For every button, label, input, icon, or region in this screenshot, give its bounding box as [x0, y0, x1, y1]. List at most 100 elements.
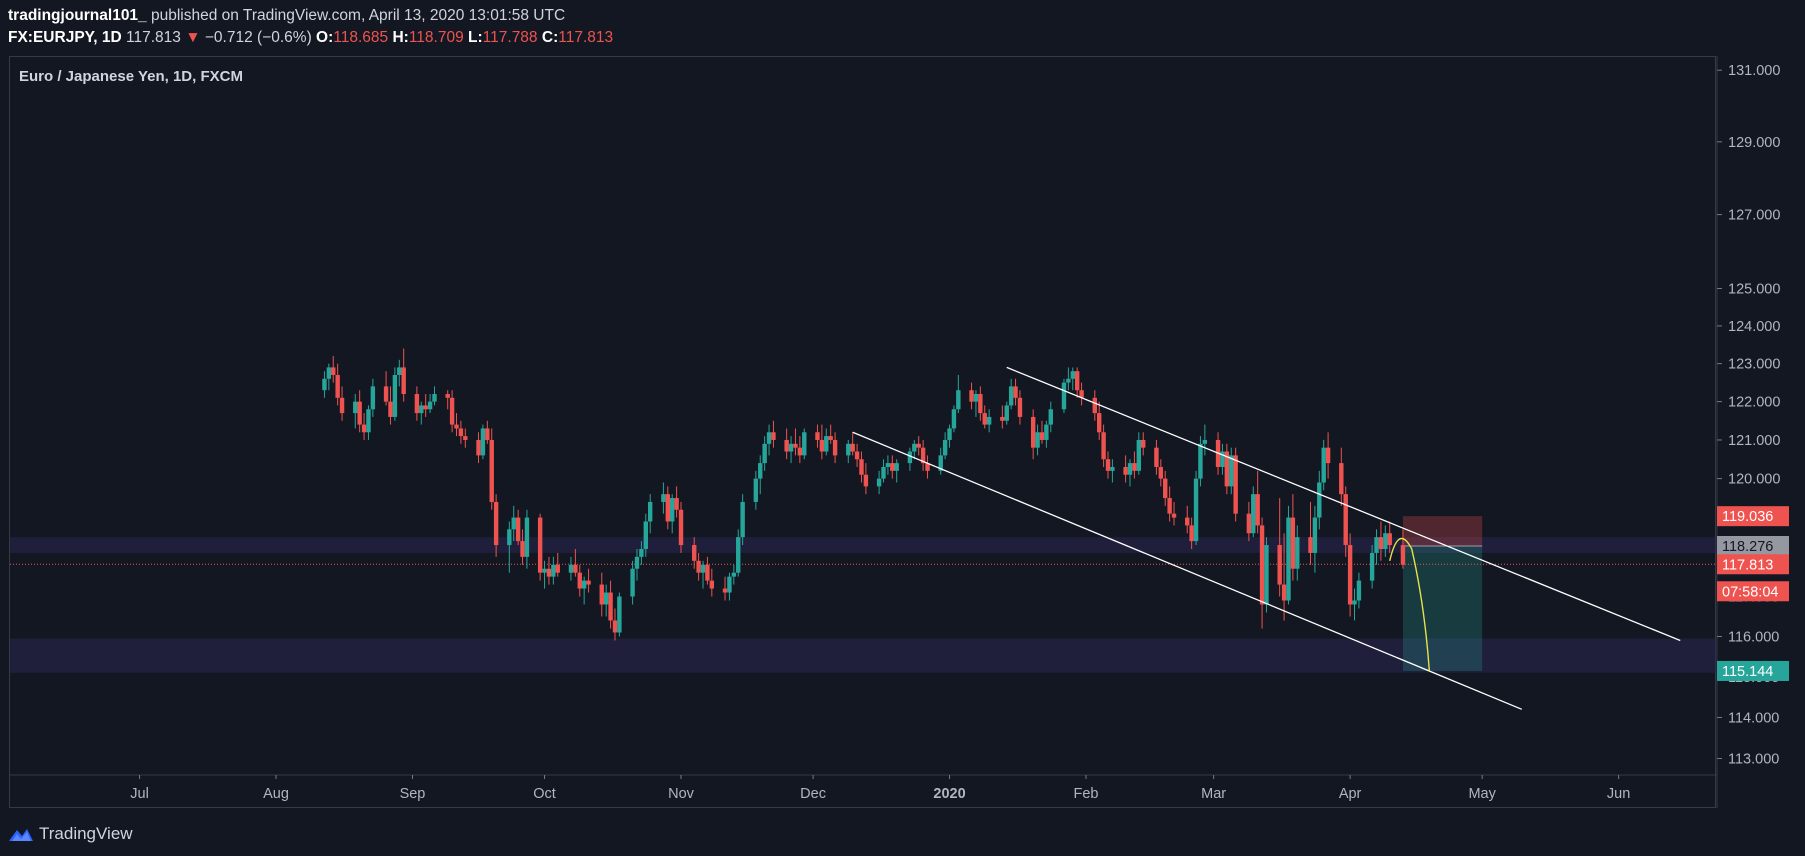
candle-body	[978, 394, 983, 414]
candle-body	[630, 568, 635, 597]
candle-body	[639, 548, 644, 557]
price-label-target: 115.144	[1722, 664, 1773, 680]
projection-curve[interactable]	[1389, 537, 1431, 672]
candle-body	[907, 451, 913, 464]
candle-body	[1387, 533, 1392, 546]
candle-body	[762, 443, 767, 464]
candle-body	[322, 378, 327, 391]
candle-body	[432, 394, 437, 402]
candle-body	[731, 572, 737, 577]
candle-body	[537, 517, 543, 573]
candle-body	[1325, 447, 1331, 464]
trendline[interactable]	[1006, 366, 1681, 642]
candle-body	[1251, 494, 1256, 534]
candle-body	[1369, 552, 1375, 581]
time-tick-label: Feb	[1073, 786, 1098, 802]
time-tick-label: Aug	[263, 786, 289, 802]
candle-body	[1158, 466, 1164, 479]
price-tick-label: 124.000	[1728, 319, 1780, 335]
candle-body	[1339, 463, 1344, 495]
candle-body	[846, 443, 851, 456]
candle-body	[366, 409, 371, 433]
open-value: 118.685	[333, 29, 389, 46]
candle-body	[1141, 439, 1146, 448]
price-label-last: 117.813	[1722, 557, 1773, 573]
candle-body	[692, 545, 697, 561]
candle-body	[370, 386, 376, 410]
brand-name: TradingView	[39, 824, 133, 843]
candle-body	[1189, 525, 1194, 542]
candle-body	[863, 474, 869, 487]
chart-frame[interactable]	[9, 56, 1716, 808]
candle-body	[1295, 537, 1300, 569]
candle-body	[1193, 478, 1199, 542]
candle-body	[586, 580, 591, 585]
candle-body	[1286, 517, 1291, 601]
candle-body	[353, 401, 358, 414]
candle-body	[331, 367, 336, 375]
candle-body	[1000, 416, 1005, 421]
time-axis[interactable]: Jul Aug Sep Oct Nov Dec 2020 Feb Mar Apr May Jun	[130, 775, 1630, 802]
candle-body	[1066, 378, 1071, 383]
candle-body	[1110, 466, 1115, 471]
candle-body	[1352, 600, 1357, 605]
candle-body	[802, 432, 807, 456]
candle-body	[507, 529, 512, 546]
time-tick-label: Apr	[1339, 786, 1362, 802]
candle-body	[1308, 537, 1313, 553]
candle-body	[427, 401, 433, 410]
candle-body	[859, 459, 864, 475]
candle-body	[515, 517, 521, 542]
candle-body	[1343, 494, 1348, 546]
symbol-name[interactable]: FX:EURJPY, 1D	[8, 29, 122, 46]
price-label-stop: 119.036	[1722, 509, 1773, 525]
candle-body	[876, 478, 882, 487]
candle-body	[454, 424, 459, 429]
candle-body	[551, 564, 556, 577]
candle-body	[1035, 432, 1040, 448]
close-value: 117.813	[558, 29, 614, 46]
candle-body	[1202, 439, 1208, 444]
candle-body	[1092, 397, 1097, 414]
candle-body	[383, 386, 389, 402]
candle-body	[603, 592, 609, 605]
candle-body	[722, 588, 728, 593]
last-price: 117.813	[126, 29, 181, 46]
candle-body	[766, 432, 772, 444]
candle-body	[885, 463, 891, 467]
candle-body	[397, 367, 402, 375]
candle-body	[1378, 537, 1384, 549]
candle-body	[511, 517, 516, 530]
symbol-info: FX:EURJPY, 1D 117.813 ▼ −0.712 (−0.6%) O…	[8, 29, 613, 47]
candle-body	[705, 564, 710, 581]
price-label-bg	[1717, 581, 1789, 602]
price-tick-label: 122.000	[1728, 395, 1780, 411]
price-tick-label: 129.000	[1728, 135, 1780, 151]
candle-body	[1277, 545, 1282, 585]
candle-body	[854, 451, 860, 460]
price-tick-label: 113.000	[1728, 751, 1779, 767]
candle-body	[951, 409, 957, 429]
publish-info: tradingjournal101_ published on TradingV…	[8, 7, 565, 25]
candle-body	[617, 596, 622, 633]
time-tick-label: Mar	[1201, 786, 1226, 802]
candle-body	[419, 405, 424, 414]
candle-body	[1171, 513, 1177, 518]
candle-body	[339, 397, 345, 414]
candle-body	[753, 478, 759, 502]
candle-body	[912, 443, 917, 452]
candle-body	[493, 501, 499, 546]
candle-body	[1079, 390, 1084, 398]
publish-text: published on TradingView.com, April 13, …	[146, 7, 566, 24]
candle-body	[361, 424, 367, 433]
candle-body	[524, 517, 530, 557]
candle-body	[1264, 545, 1269, 605]
tradingview-logo[interactable]: TradingView	[8, 822, 133, 846]
candle-body	[881, 466, 886, 479]
trendline[interactable]	[852, 431, 1523, 710]
candle-body	[1013, 386, 1018, 398]
candle-body	[1048, 409, 1053, 425]
drawing-layer[interactable]	[852, 366, 1681, 710]
author-name[interactable]: tradingjournal101_	[8, 7, 147, 24]
